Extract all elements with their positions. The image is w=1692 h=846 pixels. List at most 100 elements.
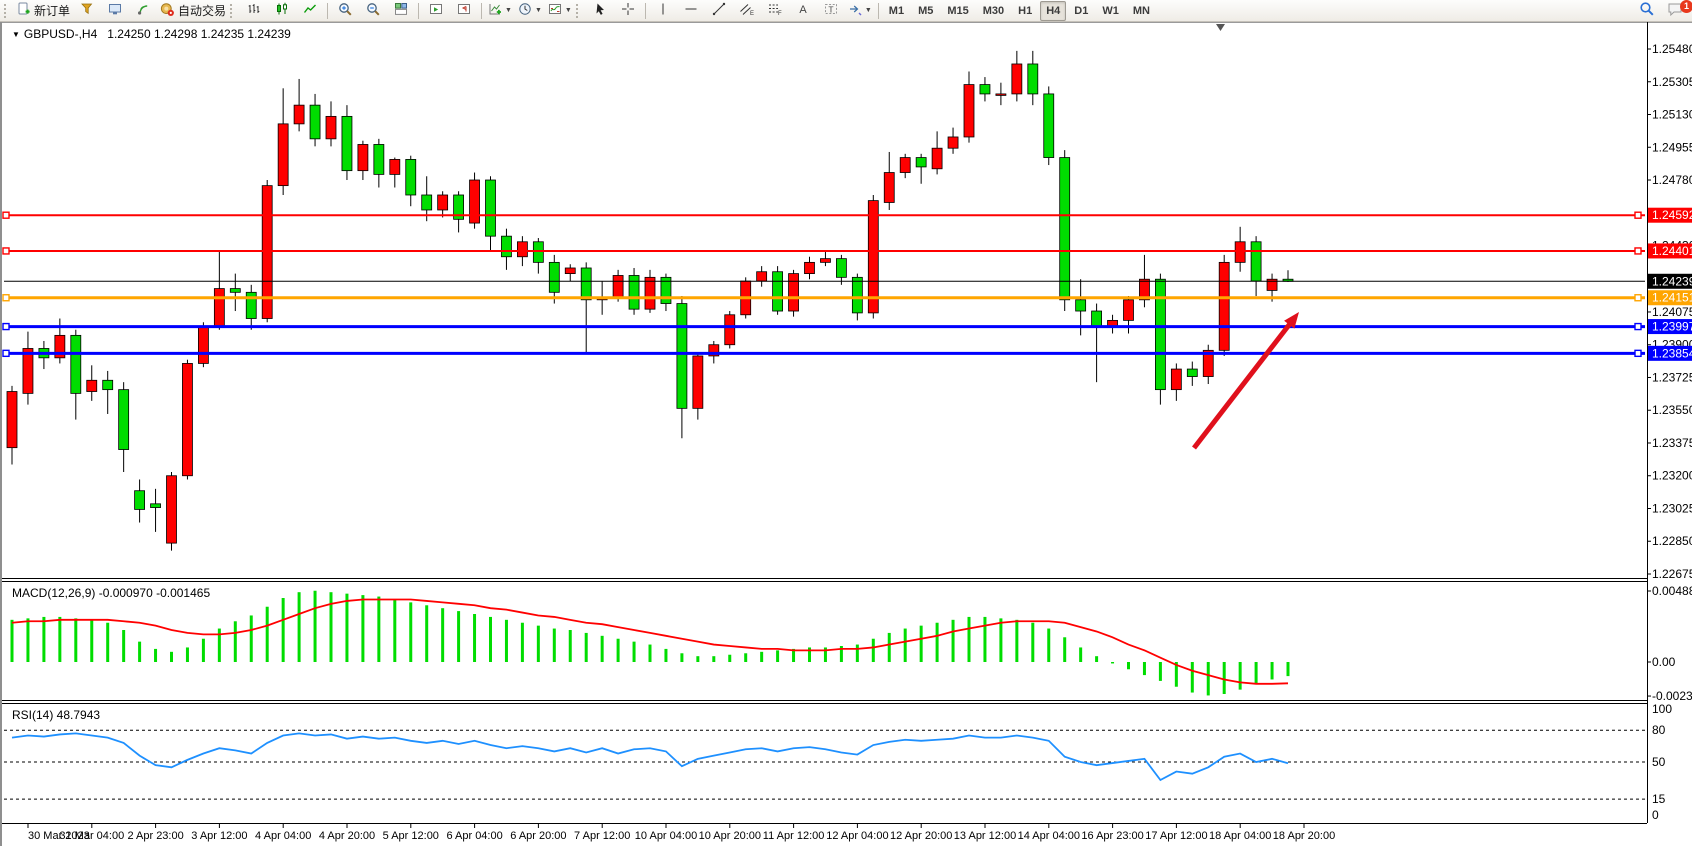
chart-shift-marker[interactable] (1216, 24, 1225, 31)
autotrade-button[interactable]: 自动交易 (157, 0, 229, 22)
chart-shift-icon (457, 2, 471, 19)
candle-body (820, 258, 831, 263)
templates-button[interactable]: ▼ (545, 0, 575, 22)
price-axis[interactable]: 1.25480 1.25305 1.25130 1.24955 1.24780 1.244… (1647, 42, 1692, 581)
time-tick-label: 6 Apr 20:00 (510, 830, 566, 842)
hline-handle[interactable] (2, 322, 10, 331)
price-tick-label: 1.25480 (1652, 42, 1692, 56)
zoom-in-icon (338, 2, 353, 20)
toolbar-grip[interactable] (4, 3, 11, 18)
zoom-out-button[interactable] (359, 0, 387, 22)
signal-button[interactable] (129, 0, 157, 22)
time-tick-label: 13 Apr 12:00 (954, 830, 1016, 842)
notifications-button[interactable]: 1 (1661, 0, 1692, 22)
zoom-in-button[interactable] (331, 0, 359, 22)
bar-chart-button[interactable] (240, 0, 268, 22)
cursor-button[interactable] (586, 0, 614, 22)
toolbar-grip[interactable] (575, 3, 583, 18)
hline-handle[interactable] (1634, 294, 1642, 302)
hline-handle[interactable] (2, 294, 10, 302)
line-chart-icon (303, 2, 317, 19)
hline-handle[interactable] (2, 211, 10, 219)
price-tick-label: 1.23200 (1652, 469, 1692, 483)
macd-tick-label: -0.002341 (1652, 689, 1692, 703)
fibonacci-tool-button[interactable]: F (761, 0, 789, 22)
macd-bar (919, 625, 923, 662)
timeframe-button-W1[interactable]: W1 (1102, 4, 1119, 17)
toolbar-grip[interactable] (230, 3, 237, 18)
hline-handle[interactable] (1634, 322, 1642, 331)
candlestick-chart-button[interactable] (268, 0, 296, 22)
chart-shift-button[interactable] (450, 0, 478, 22)
macd-bar (1095, 656, 1099, 662)
text-label-tool-button[interactable]: T (817, 0, 845, 22)
candle-body (166, 475, 177, 544)
candle-body (229, 288, 241, 293)
search-icon (1639, 1, 1655, 20)
text-tool-button[interactable]: A (789, 0, 817, 22)
indicators-button[interactable]: ▼ (485, 0, 515, 22)
hline-handle[interactable] (2, 247, 10, 255)
chart-symbol-label[interactable]: ▼ GBPUSD-,H4 1.24250 1.24298 1.24235 1.242… (12, 27, 291, 41)
search-button[interactable] (1633, 0, 1661, 22)
timeframe-button-H4[interactable]: H4 (1040, 0, 1067, 21)
macd-bar (217, 628, 221, 662)
new-order-button[interactable]: 新订单 (14, 0, 73, 22)
timeframe-button-M5[interactable]: M5 (918, 4, 934, 17)
hline-handle[interactable] (2, 349, 10, 358)
candle-body (357, 144, 369, 172)
timeframe-button-H1[interactable]: H1 (1018, 4, 1033, 17)
candle-body (947, 136, 959, 149)
candle-body (22, 348, 34, 394)
macd-bar (185, 647, 189, 662)
tile-windows-button[interactable] (387, 0, 415, 22)
macd-bar (712, 656, 716, 662)
auto-scroll-button[interactable] (422, 0, 450, 22)
price-tick-label: 1.25305 (1652, 75, 1692, 89)
metaeditor-button[interactable] (73, 0, 101, 22)
hline-handle[interactable] (1634, 349, 1642, 358)
arrows-tool-button[interactable]: ▼ (845, 0, 875, 22)
periods-button[interactable]: ▼ (515, 0, 545, 22)
horizontal-lines (2, 211, 1645, 358)
candle-body (245, 291, 257, 319)
hline-handle[interactable] (1634, 211, 1642, 219)
candle-body (1155, 278, 1166, 391)
macd-bar (170, 651, 173, 662)
candle-body (788, 273, 799, 312)
trendline-tool-button[interactable] (705, 0, 733, 22)
arrow-annotation[interactable] (1192, 312, 1299, 450)
macd-bar (265, 606, 269, 662)
macd-bar (823, 647, 827, 662)
horizontal-line-icon (684, 2, 698, 19)
price-badge-label: 1.23997 (1652, 320, 1692, 334)
market-watch-button[interactable] (101, 0, 129, 22)
equidistant-channel-tool-button[interactable]: E (733, 0, 761, 22)
horizontal-line-tool-button[interactable] (677, 0, 705, 22)
timeframe-button-D1[interactable]: D1 (1074, 4, 1089, 17)
macd-axis[interactable]: 0.004882 0.00 -0.002341 (1647, 584, 1692, 703)
timeframe-button-M30[interactable]: M30 (982, 4, 1005, 17)
timeframe-group: M1 M5 M15 M30 H1 H4 D1 W1 MN (882, 0, 1157, 21)
vertical-line-tool-button[interactable] (649, 0, 677, 22)
price-tick-label: 1.24780 (1652, 173, 1692, 187)
rsi-axis[interactable]: 100 80 50 15 0 (1652, 702, 1672, 822)
candle-body (772, 271, 783, 312)
macd-bar (489, 616, 492, 662)
timeframe-button-MN[interactable]: MN (1132, 4, 1150, 17)
candle-body (389, 159, 401, 175)
macd-bar (1079, 647, 1083, 662)
candle-body (532, 241, 544, 263)
timeframe-button-M15[interactable]: M15 (947, 4, 969, 17)
line-chart-button[interactable] (296, 0, 324, 22)
timeframe-button-M1[interactable]: M1 (888, 4, 905, 17)
rsi-tick-label: 80 (1652, 723, 1666, 737)
symbol-text: GBPUSD-,H4 (23, 27, 98, 41)
macd-bar (249, 615, 253, 662)
candle-body (86, 379, 98, 392)
macd-signal-line (11, 598, 1289, 685)
chart-canvas[interactable]: 1.25480 1.25305 1.25130 1.24955 1.24780 1.244… (2, 22, 1692, 846)
hline-handle[interactable] (1634, 247, 1642, 255)
crosshair-button[interactable] (614, 0, 642, 22)
